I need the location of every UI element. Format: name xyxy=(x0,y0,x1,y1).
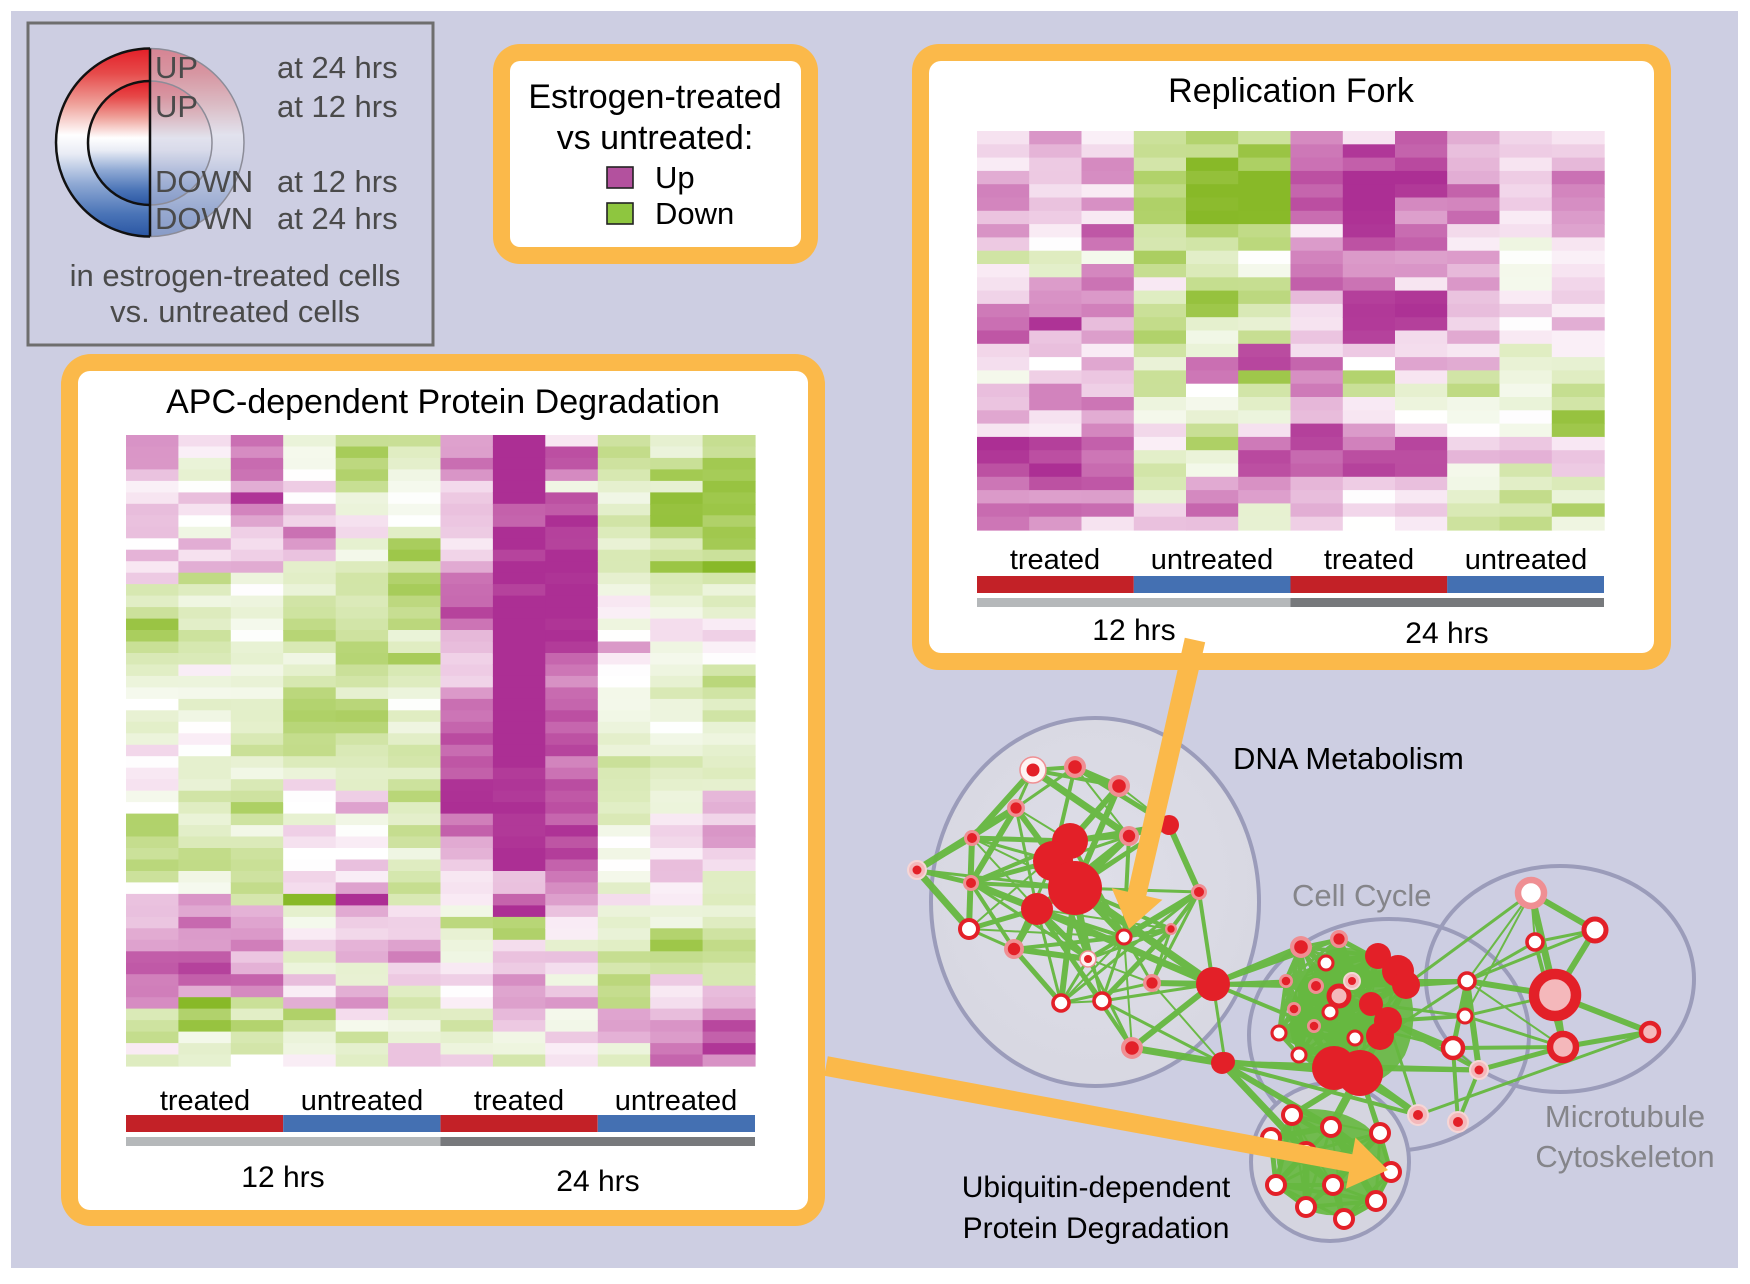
svg-text:untreated: untreated xyxy=(301,1085,424,1117)
svg-text:untreated: untreated xyxy=(1465,544,1588,576)
svg-text:DOWN: DOWN xyxy=(155,201,253,236)
svg-text:APC-dependent Protein Degradat: APC-dependent Protein Degradation xyxy=(166,383,720,421)
svg-text:DNA Metabolism: DNA Metabolism xyxy=(1233,741,1464,776)
svg-text:Estrogen-treated: Estrogen-treated xyxy=(528,78,781,116)
svg-text:DOWN: DOWN xyxy=(155,164,253,199)
svg-text:Down: Down xyxy=(655,196,734,231)
svg-text:at 24 hrs: at 24 hrs xyxy=(277,50,398,85)
svg-text:UP: UP xyxy=(155,50,198,85)
svg-text:treated: treated xyxy=(1324,544,1414,576)
svg-text:vs untreated:: vs untreated: xyxy=(557,119,754,157)
svg-text:vs. untreated cells: vs. untreated cells xyxy=(110,294,360,329)
svg-text:Ubiquitin-dependent: Ubiquitin-dependent xyxy=(962,1171,1231,1204)
svg-text:Replication Fork: Replication Fork xyxy=(1168,72,1415,110)
svg-text:Protein Degradation: Protein Degradation xyxy=(963,1212,1230,1245)
svg-text:Cytoskeleton: Cytoskeleton xyxy=(1535,1139,1714,1174)
svg-text:Microtubule: Microtubule xyxy=(1545,1099,1705,1134)
svg-text:untreated: untreated xyxy=(1151,544,1274,576)
svg-text:UP: UP xyxy=(155,89,198,124)
svg-text:Up: Up xyxy=(655,160,695,195)
svg-text:treated: treated xyxy=(160,1085,250,1117)
svg-text:at 24 hrs: at 24 hrs xyxy=(277,201,398,236)
svg-text:24 hrs: 24 hrs xyxy=(556,1165,639,1198)
svg-text:12 hrs: 12 hrs xyxy=(1092,614,1175,647)
svg-text:in estrogen-treated cells: in estrogen-treated cells xyxy=(70,258,401,293)
svg-text:untreated: untreated xyxy=(615,1085,738,1117)
svg-text:treated: treated xyxy=(1010,544,1100,576)
svg-text:at 12 hrs: at 12 hrs xyxy=(277,89,398,124)
svg-text:Cell Cycle: Cell Cycle xyxy=(1292,878,1432,913)
svg-text:at 12 hrs: at 12 hrs xyxy=(277,164,398,199)
svg-text:12 hrs: 12 hrs xyxy=(241,1161,324,1194)
svg-text:treated: treated xyxy=(474,1085,564,1117)
svg-text:24 hrs: 24 hrs xyxy=(1405,617,1488,650)
